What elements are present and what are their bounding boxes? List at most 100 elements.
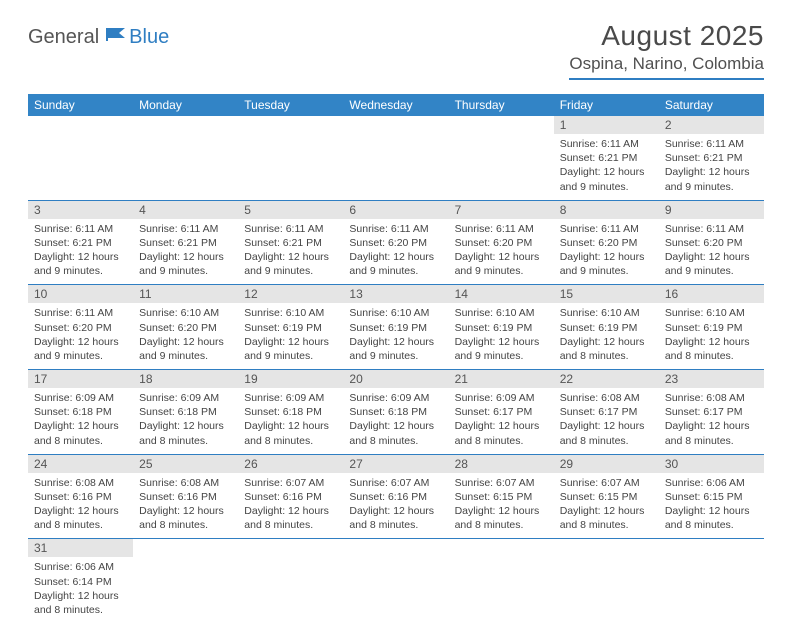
calendar-day-cell: 16Sunrise: 6:10 AMSunset: 6:19 PMDayligh… (659, 285, 764, 370)
day-details: Sunrise: 6:06 AMSunset: 6:14 PMDaylight:… (28, 557, 133, 623)
brand-part2: Blue (129, 26, 169, 49)
calendar-day-cell: 1Sunrise: 6:11 AMSunset: 6:21 PMDaylight… (554, 116, 659, 200)
calendar-day-cell: 31Sunrise: 6:06 AMSunset: 6:14 PMDayligh… (28, 539, 133, 623)
calendar-day-cell: 12Sunrise: 6:10 AMSunset: 6:19 PMDayligh… (238, 285, 343, 370)
day-details: Sunrise: 6:11 AMSunset: 6:21 PMDaylight:… (554, 134, 659, 200)
day-details: Sunrise: 6:11 AMSunset: 6:21 PMDaylight:… (659, 134, 764, 200)
day-details: Sunrise: 6:07 AMSunset: 6:15 PMDaylight:… (449, 473, 554, 539)
calendar-day-cell: 30Sunrise: 6:06 AMSunset: 6:15 PMDayligh… (659, 454, 764, 539)
calendar-day-cell: 5Sunrise: 6:11 AMSunset: 6:21 PMDaylight… (238, 200, 343, 285)
day-number: 12 (238, 285, 343, 303)
calendar-body: 1Sunrise: 6:11 AMSunset: 6:21 PMDaylight… (28, 116, 764, 623)
calendar-day-cell: 13Sunrise: 6:10 AMSunset: 6:19 PMDayligh… (343, 285, 448, 370)
calendar-empty-cell (28, 116, 133, 200)
day-number: 3 (28, 201, 133, 219)
day-number: 16 (659, 285, 764, 303)
title-block: August 2025 Ospina, Narino, Colombia (569, 20, 764, 80)
day-details: Sunrise: 6:09 AMSunset: 6:17 PMDaylight:… (449, 388, 554, 454)
day-number: 11 (133, 285, 238, 303)
weekday-header: Wednesday (343, 94, 448, 116)
calendar-table: SundayMondayTuesdayWednesdayThursdayFrid… (28, 94, 764, 623)
day-details: Sunrise: 6:10 AMSunset: 6:20 PMDaylight:… (133, 303, 238, 369)
day-number: 29 (554, 455, 659, 473)
weekday-header: Friday (554, 94, 659, 116)
calendar-day-cell: 11Sunrise: 6:10 AMSunset: 6:20 PMDayligh… (133, 285, 238, 370)
day-number: 20 (343, 370, 448, 388)
day-details: Sunrise: 6:11 AMSunset: 6:21 PMDaylight:… (238, 219, 343, 285)
calendar-day-cell: 23Sunrise: 6:08 AMSunset: 6:17 PMDayligh… (659, 370, 764, 455)
day-details: Sunrise: 6:08 AMSunset: 6:17 PMDaylight:… (659, 388, 764, 454)
day-details: Sunrise: 6:08 AMSunset: 6:16 PMDaylight:… (28, 473, 133, 539)
day-details: Sunrise: 6:07 AMSunset: 6:16 PMDaylight:… (343, 473, 448, 539)
day-details: Sunrise: 6:11 AMSunset: 6:21 PMDaylight:… (133, 219, 238, 285)
day-number: 22 (554, 370, 659, 388)
day-number: 6 (343, 201, 448, 219)
day-number: 21 (449, 370, 554, 388)
calendar-week-row: 31Sunrise: 6:06 AMSunset: 6:14 PMDayligh… (28, 539, 764, 623)
location-text: Ospina, Narino, Colombia (569, 54, 764, 80)
calendar-empty-cell (133, 539, 238, 623)
calendar-empty-cell (343, 539, 448, 623)
day-number: 4 (133, 201, 238, 219)
calendar-week-row: 17Sunrise: 6:09 AMSunset: 6:18 PMDayligh… (28, 370, 764, 455)
calendar-day-cell: 2Sunrise: 6:11 AMSunset: 6:21 PMDaylight… (659, 116, 764, 200)
month-title: August 2025 (569, 20, 764, 52)
calendar-week-row: 24Sunrise: 6:08 AMSunset: 6:16 PMDayligh… (28, 454, 764, 539)
day-details: Sunrise: 6:11 AMSunset: 6:20 PMDaylight:… (449, 219, 554, 285)
day-number: 19 (238, 370, 343, 388)
flag-icon (105, 26, 127, 47)
calendar-day-cell: 25Sunrise: 6:08 AMSunset: 6:16 PMDayligh… (133, 454, 238, 539)
calendar-day-cell: 29Sunrise: 6:07 AMSunset: 6:15 PMDayligh… (554, 454, 659, 539)
day-number: 7 (449, 201, 554, 219)
day-details: Sunrise: 6:07 AMSunset: 6:16 PMDaylight:… (238, 473, 343, 539)
day-number: 27 (343, 455, 448, 473)
calendar-empty-cell (659, 539, 764, 623)
calendar-empty-cell (343, 116, 448, 200)
calendar-day-cell: 10Sunrise: 6:11 AMSunset: 6:20 PMDayligh… (28, 285, 133, 370)
calendar-day-cell: 22Sunrise: 6:08 AMSunset: 6:17 PMDayligh… (554, 370, 659, 455)
day-details: Sunrise: 6:10 AMSunset: 6:19 PMDaylight:… (343, 303, 448, 369)
day-number: 9 (659, 201, 764, 219)
calendar-week-row: 3Sunrise: 6:11 AMSunset: 6:21 PMDaylight… (28, 200, 764, 285)
calendar-day-cell: 18Sunrise: 6:09 AMSunset: 6:18 PMDayligh… (133, 370, 238, 455)
day-details: Sunrise: 6:09 AMSunset: 6:18 PMDaylight:… (343, 388, 448, 454)
day-details: Sunrise: 6:11 AMSunset: 6:20 PMDaylight:… (28, 303, 133, 369)
weekday-header-row: SundayMondayTuesdayWednesdayThursdayFrid… (28, 94, 764, 116)
day-details: Sunrise: 6:10 AMSunset: 6:19 PMDaylight:… (554, 303, 659, 369)
day-details: Sunrise: 6:08 AMSunset: 6:17 PMDaylight:… (554, 388, 659, 454)
weekday-header: Thursday (449, 94, 554, 116)
day-details: Sunrise: 6:11 AMSunset: 6:20 PMDaylight:… (554, 219, 659, 285)
calendar-empty-cell (238, 539, 343, 623)
weekday-header: Sunday (28, 94, 133, 116)
calendar-week-row: 10Sunrise: 6:11 AMSunset: 6:20 PMDayligh… (28, 285, 764, 370)
day-details: Sunrise: 6:09 AMSunset: 6:18 PMDaylight:… (133, 388, 238, 454)
day-details: Sunrise: 6:08 AMSunset: 6:16 PMDaylight:… (133, 473, 238, 539)
brand-logo: General Blue (28, 26, 169, 49)
day-details: Sunrise: 6:09 AMSunset: 6:18 PMDaylight:… (238, 388, 343, 454)
day-number: 18 (133, 370, 238, 388)
day-number: 30 (659, 455, 764, 473)
day-number: 5 (238, 201, 343, 219)
day-details: Sunrise: 6:11 AMSunset: 6:20 PMDaylight:… (343, 219, 448, 285)
calendar-day-cell: 4Sunrise: 6:11 AMSunset: 6:21 PMDaylight… (133, 200, 238, 285)
day-details: Sunrise: 6:06 AMSunset: 6:15 PMDaylight:… (659, 473, 764, 539)
calendar-day-cell: 24Sunrise: 6:08 AMSunset: 6:16 PMDayligh… (28, 454, 133, 539)
calendar-day-cell: 14Sunrise: 6:10 AMSunset: 6:19 PMDayligh… (449, 285, 554, 370)
day-number: 13 (343, 285, 448, 303)
day-details: Sunrise: 6:11 AMSunset: 6:21 PMDaylight:… (28, 219, 133, 285)
day-number: 1 (554, 116, 659, 134)
calendar-empty-cell (449, 539, 554, 623)
calendar-day-cell: 28Sunrise: 6:07 AMSunset: 6:15 PMDayligh… (449, 454, 554, 539)
header: General Blue August 2025 Ospina, Narino,… (28, 20, 764, 80)
calendar-day-cell: 21Sunrise: 6:09 AMSunset: 6:17 PMDayligh… (449, 370, 554, 455)
day-details: Sunrise: 6:07 AMSunset: 6:15 PMDaylight:… (554, 473, 659, 539)
day-details: Sunrise: 6:10 AMSunset: 6:19 PMDaylight:… (449, 303, 554, 369)
calendar-day-cell: 7Sunrise: 6:11 AMSunset: 6:20 PMDaylight… (449, 200, 554, 285)
weekday-header: Monday (133, 94, 238, 116)
day-number: 28 (449, 455, 554, 473)
brand-part1: General (28, 26, 99, 49)
day-details: Sunrise: 6:10 AMSunset: 6:19 PMDaylight:… (238, 303, 343, 369)
weekday-header: Saturday (659, 94, 764, 116)
calendar-day-cell: 6Sunrise: 6:11 AMSunset: 6:20 PMDaylight… (343, 200, 448, 285)
calendar-day-cell: 9Sunrise: 6:11 AMSunset: 6:20 PMDaylight… (659, 200, 764, 285)
